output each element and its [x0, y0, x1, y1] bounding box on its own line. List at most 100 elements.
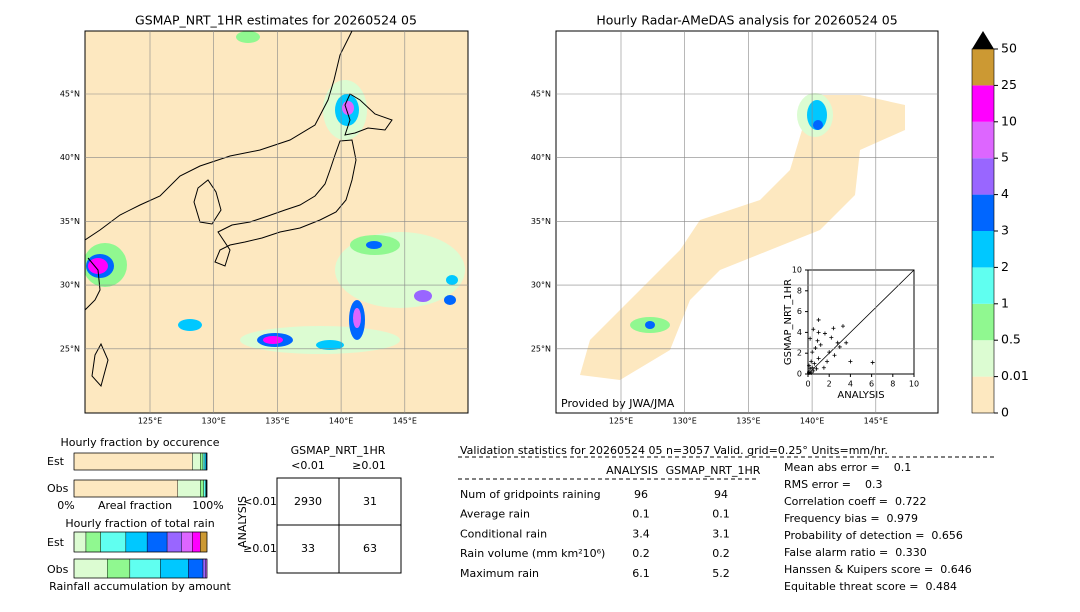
fraction-segment	[166, 531, 182, 553]
lat-label: 45°N	[531, 90, 551, 99]
col-label: <0.01	[291, 459, 325, 472]
score: Probability of detection = 0.656	[784, 529, 963, 542]
fraction-segment	[73, 479, 178, 498]
lon-label: 135°E	[736, 417, 760, 426]
point	[808, 336, 813, 341]
fraction-segment	[200, 531, 208, 553]
fraction-segment	[129, 558, 161, 579]
point	[807, 363, 812, 368]
colorbar-segment	[972, 376, 994, 413]
fraction-segment	[100, 531, 127, 553]
fraction-segment	[192, 531, 201, 553]
fraction-segment	[160, 558, 189, 579]
colorbar-label: 5	[1001, 150, 1009, 165]
lat-label: 40°N	[60, 153, 80, 162]
colorbar-segment	[972, 121, 994, 159]
lat-label: 30°N	[531, 281, 551, 290]
stat-value: 3.1	[712, 527, 730, 540]
stat-value: 0.1	[712, 508, 730, 521]
lon-label: 140°E	[329, 417, 353, 426]
point	[835, 340, 840, 345]
fraction-segment	[107, 558, 131, 579]
colorbar-label: 10	[1001, 113, 1017, 128]
point	[812, 361, 817, 366]
row-label: ≥0.01	[243, 542, 277, 555]
col-label: ≥0.01	[352, 459, 386, 472]
colorbar-segment	[972, 267, 994, 304]
row-label: Obs	[47, 482, 69, 495]
colorbar-label: 1	[1001, 295, 1009, 310]
colorbar-label: 0	[1001, 405, 1009, 420]
point	[837, 344, 842, 349]
table-title: GSMAP_NRT_1HR	[291, 444, 386, 457]
x-tick-label: 6	[869, 380, 874, 389]
left-map: GSMAP_NRT_1HR estimates for 20260524 05	[84, 13, 469, 414]
score: Mean abs error = 0.1	[784, 461, 911, 474]
y-tick-label: 6	[797, 307, 802, 316]
stat-label: Num of gridpoints raining	[460, 488, 601, 501]
score: RMS error = 0.3	[784, 478, 882, 491]
point	[844, 340, 849, 345]
map-title: GSMAP_NRT_1HR estimates for 20260524 05	[135, 13, 417, 28]
column-header: GSMAP_NRT_1HR	[666, 464, 761, 477]
x-tick-label: 4	[848, 380, 853, 389]
lat-label: 45°N	[60, 90, 80, 99]
lat-label: 30°N	[60, 281, 80, 290]
lat-label: 25°N	[60, 344, 80, 353]
fraction-segment	[177, 479, 201, 498]
lon-label: 135°E	[265, 417, 289, 426]
x-tick-label: 0	[805, 380, 810, 389]
bar-frame	[73, 531, 208, 553]
axes-frame	[84, 30, 469, 414]
y-tick-label: 0	[797, 370, 802, 379]
cell: 31	[363, 495, 377, 508]
point	[827, 350, 832, 355]
score: False alarm ratio = 0.330	[784, 546, 927, 559]
panel-title: Hourly fraction of total rain	[65, 517, 214, 530]
caption: Rainfall accumulation by amount	[49, 580, 231, 593]
map-title: Hourly Radar-AMeDAS analysis for 2026052…	[596, 13, 897, 28]
colorbar-label: 0.01	[1001, 368, 1029, 383]
axis-label: Areal fraction	[98, 499, 172, 512]
colorbar-extend	[972, 31, 994, 49]
colorbar-segment	[972, 194, 994, 231]
stat-value: 0.1	[632, 508, 650, 521]
point	[810, 365, 815, 370]
stat-value: 6.1	[632, 567, 650, 580]
point	[829, 335, 834, 340]
colorbar-segment	[972, 85, 994, 122]
axis-label: 0%	[57, 499, 74, 512]
stat-value: 3.4	[632, 527, 650, 540]
lat-label: 35°N	[531, 217, 551, 226]
lon-label: 130°E	[202, 417, 226, 426]
colorbar-label: 25	[1001, 77, 1017, 92]
x-tick-label: 8	[890, 380, 895, 389]
rain-field	[85, 31, 465, 354]
point	[807, 370, 812, 375]
point	[840, 324, 845, 329]
stat-label: Maximum rain	[460, 567, 539, 580]
axes-frame	[555, 30, 939, 414]
point	[816, 330, 821, 335]
fraction-segment	[202, 452, 206, 471]
row-label: Est	[47, 536, 65, 549]
fraction-segment	[125, 531, 148, 553]
map-background	[85, 31, 468, 413]
lon-label: 125°E	[609, 417, 633, 426]
fraction-segment	[202, 558, 206, 579]
point	[813, 346, 818, 350]
colorbar-label: 3	[1001, 223, 1009, 238]
colorbar-segment	[972, 303, 994, 341]
colorbar-segment	[972, 49, 994, 86]
panel-title: Hourly fraction by occurence	[61, 436, 220, 449]
right-map: Hourly Radar-AMeDAS analysis for 2026052…	[555, 13, 939, 414]
score: Frequency bias = 0.979	[784, 512, 918, 525]
colorbar-segment	[972, 340, 994, 377]
fraction-segment	[188, 558, 204, 579]
colorbar-segment	[972, 231, 994, 268]
cell: 2930	[294, 495, 322, 508]
row-label: Est	[47, 455, 65, 468]
stat-label: Conditional rain	[460, 527, 547, 540]
lat-label: 25°N	[531, 344, 551, 353]
x-tick-label: 10	[909, 380, 919, 389]
